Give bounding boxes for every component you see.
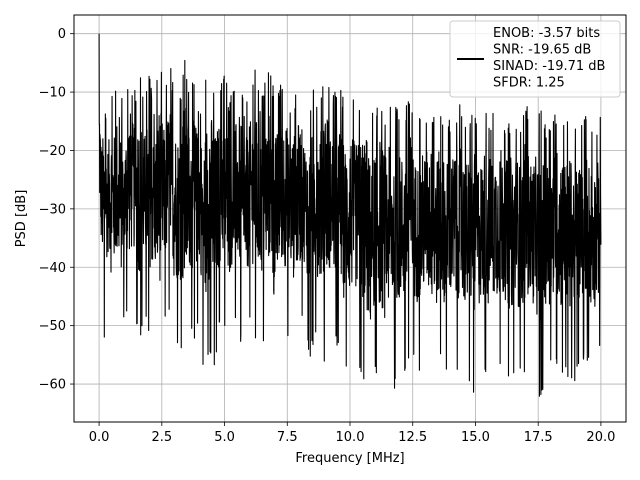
plot-area (98, 33, 602, 397)
legend-sinad: SINAD: -19.71 dB (493, 59, 605, 74)
x-tick-label: 15.0 (461, 430, 490, 445)
legend-box (449, 20, 621, 98)
x-tick-label: 0.0 (89, 430, 110, 445)
x-tick-label: 20.0 (586, 430, 615, 445)
y-tick-label: −50 (39, 319, 66, 334)
x-axis-label: Frequency [MHz] (295, 451, 404, 466)
x-axis-ticks: 0.0 2.5 5.0 7.5 10.0 12.5 15.0 17.5 20.0 (89, 422, 615, 445)
x-tick-label: 7.5 (277, 430, 298, 445)
y-tick-label: 0 (58, 27, 66, 42)
legend-enob: ENOB: -3.57 bits (493, 26, 600, 41)
y-tick-label: −20 (39, 144, 66, 159)
x-tick-label: 10.0 (336, 430, 365, 445)
y-axis-label: PSD [dB] (14, 190, 29, 248)
x-tick-label: 5.0 (214, 430, 235, 445)
psd-line (98, 33, 602, 397)
x-tick-label: 2.5 (151, 430, 172, 445)
y-tick-label: −10 (39, 86, 66, 101)
y-axis-ticks: 0 −10 −20 −30 −40 −50 −60 (39, 27, 74, 393)
legend-sfdr: SFDR: 1.25 (493, 76, 565, 91)
x-tick-label: 17.5 (524, 430, 553, 445)
y-tick-label: −30 (39, 202, 66, 217)
legend-snr: SNR: -19.65 dB (493, 43, 591, 58)
y-tick-label: −60 (39, 378, 66, 393)
y-tick-label: −40 (39, 261, 66, 276)
legend: ENOB: -3.57 bits SNR: -19.65 dB SINAD: -… (449, 20, 621, 98)
x-tick-label: 12.5 (398, 430, 427, 445)
